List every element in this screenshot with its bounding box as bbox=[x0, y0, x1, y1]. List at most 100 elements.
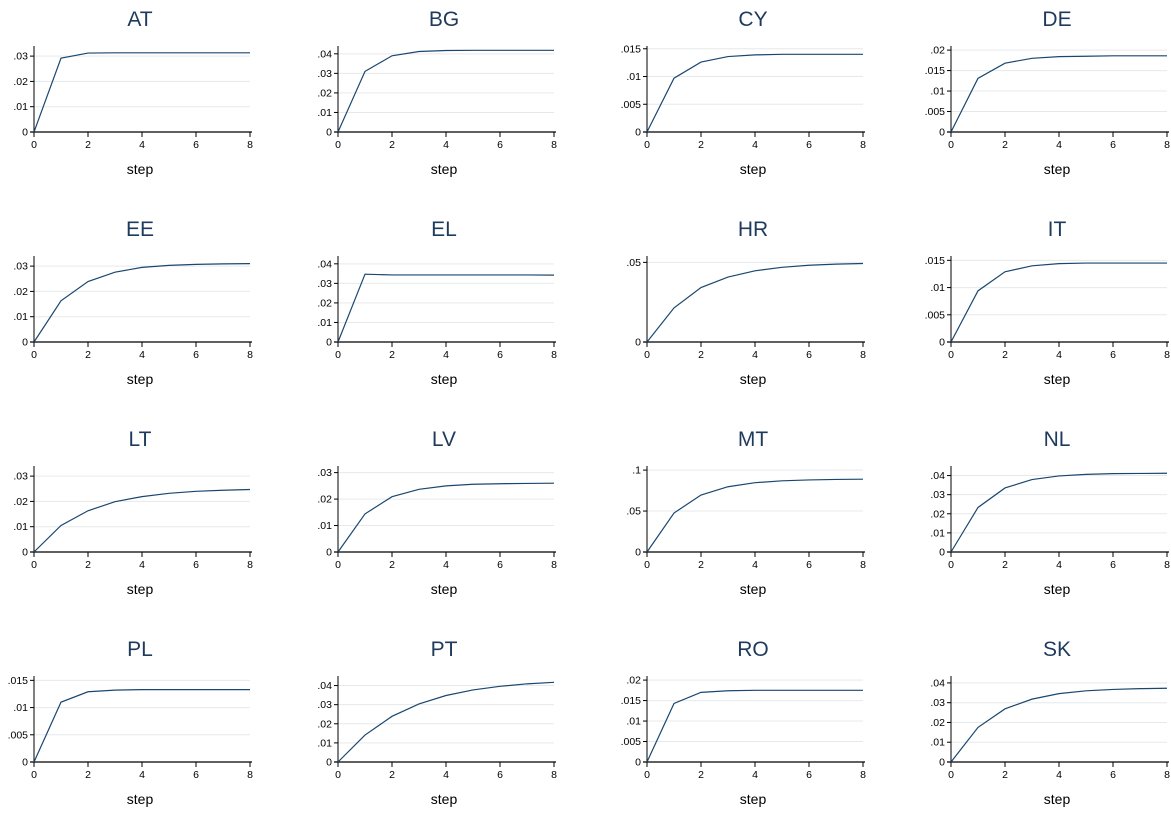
series-line bbox=[33, 488, 251, 553]
chart-title: BG bbox=[429, 8, 459, 31]
y-tick-label: .04 bbox=[930, 470, 945, 482]
x-tick-label: 6 bbox=[497, 349, 503, 361]
x-axis-label: step bbox=[1044, 581, 1071, 597]
y-tick-label: .015 bbox=[8, 675, 29, 687]
x-tick-label: 0 bbox=[335, 349, 341, 361]
y-tick-label: .03 bbox=[317, 467, 332, 479]
chart-panel-hr: HR 0 .05 0 2 4 6 8 step bbox=[613, 210, 903, 410]
x-tick-label: 8 bbox=[1164, 769, 1170, 781]
x-tick-label: 2 bbox=[85, 769, 91, 781]
x-axis-label: step bbox=[740, 161, 767, 177]
chart-title: DE bbox=[1042, 8, 1071, 31]
chart-title: IT bbox=[1048, 218, 1067, 241]
chart-svg: PT 0 .01 .02 .03 .04 0 2 4 6 8 step bbox=[317, 638, 557, 807]
chart-title: HR bbox=[738, 218, 768, 241]
y-tick-label: 0 bbox=[635, 127, 641, 139]
chart-svg: EE 0 .01 .02 .03 0 2 4 6 8 step bbox=[13, 218, 253, 387]
chart-svg: LT 0 .01 .02 .03 0 2 4 6 8 step bbox=[13, 428, 253, 597]
y-tick-label: .02 bbox=[317, 87, 332, 99]
x-tick-label: 4 bbox=[1056, 769, 1062, 781]
y-tick-label: 0 bbox=[22, 337, 28, 349]
x-tick-label: 0 bbox=[31, 769, 37, 781]
y-tick-label: .03 bbox=[13, 261, 28, 273]
x-tick-label: 6 bbox=[806, 559, 812, 571]
y-tick-label: 0 bbox=[22, 547, 28, 559]
x-tick-label: 4 bbox=[752, 769, 758, 781]
y-tick-label: .01 bbox=[930, 86, 945, 98]
x-axis-label: step bbox=[127, 371, 154, 387]
x-tick-label: 6 bbox=[193, 349, 199, 361]
x-tick-label: 2 bbox=[85, 559, 91, 571]
chart-svg: AT 0 .01 .02 .03 0 2 4 6 8 step bbox=[13, 8, 253, 177]
x-tick-label: 6 bbox=[1110, 139, 1116, 151]
x-tick-label: 4 bbox=[752, 349, 758, 361]
series-line bbox=[646, 53, 863, 133]
x-tick-label: 0 bbox=[644, 769, 650, 781]
x-axis-label: step bbox=[431, 581, 458, 597]
y-tick-label: 0 bbox=[22, 127, 28, 139]
y-tick-label: .02 bbox=[930, 717, 945, 729]
y-tick-label: .02 bbox=[930, 508, 945, 520]
x-axis-label: step bbox=[740, 371, 767, 387]
y-tick-label: .015 bbox=[621, 695, 642, 707]
y-tick-label: .01 bbox=[317, 107, 332, 119]
chart-title: EL bbox=[431, 218, 457, 241]
chart-title: LV bbox=[432, 428, 456, 451]
series-line bbox=[337, 482, 555, 553]
y-tick-label: 0 bbox=[635, 337, 641, 349]
y-tick-label: .01 bbox=[317, 737, 332, 749]
y-tick-label: .02 bbox=[13, 496, 28, 508]
x-tick-label: 0 bbox=[948, 139, 954, 151]
y-tick-label: 0 bbox=[326, 547, 332, 559]
chart-title: SK bbox=[1043, 638, 1071, 661]
chart-title: RO bbox=[737, 638, 769, 661]
y-tick-label: .015 bbox=[925, 255, 946, 267]
chart-panel-it: IT 0 .005 .01 .015 0 2 4 6 8 step bbox=[917, 210, 1171, 410]
y-tick-label: .01 bbox=[626, 716, 641, 728]
y-tick-label: .03 bbox=[317, 68, 332, 80]
x-tick-label: 0 bbox=[948, 559, 954, 571]
chart-svg: BG 0 .01 .02 .03 .04 0 2 4 6 8 step bbox=[317, 8, 557, 177]
chart-panel-pl: PL 0 .005 .01 .015 0 2 4 6 8 step bbox=[0, 630, 290, 830]
x-tick-label: 8 bbox=[860, 349, 866, 361]
x-tick-label: 0 bbox=[31, 349, 37, 361]
x-tick-label: 2 bbox=[389, 559, 395, 571]
x-tick-label: 8 bbox=[551, 349, 557, 361]
y-tick-label: 0 bbox=[939, 547, 945, 559]
x-tick-label: 4 bbox=[443, 559, 449, 571]
x-tick-label: 4 bbox=[443, 349, 449, 361]
y-tick-label: .01 bbox=[930, 737, 945, 749]
chart-svg: CY 0 .005 .01 .015 0 2 4 6 8 step bbox=[621, 8, 867, 177]
series-line bbox=[337, 681, 555, 763]
x-axis-label: step bbox=[1044, 791, 1071, 807]
x-tick-label: 6 bbox=[497, 139, 503, 151]
x-tick-label: 6 bbox=[497, 559, 503, 571]
y-tick-label: .01 bbox=[13, 521, 28, 533]
chart-svg: LV 0 .01 .02 .03 0 2 4 6 8 step bbox=[317, 428, 557, 597]
x-tick-label: 6 bbox=[806, 769, 812, 781]
x-tick-label: 8 bbox=[247, 139, 253, 151]
x-tick-label: 4 bbox=[752, 139, 758, 151]
x-tick-label: 8 bbox=[551, 769, 557, 781]
series-line bbox=[950, 262, 1167, 343]
x-axis-label: step bbox=[127, 581, 154, 597]
chart-panel-at: AT 0 .01 .02 .03 0 2 4 6 8 step bbox=[0, 0, 290, 200]
x-tick-label: 6 bbox=[1110, 769, 1116, 781]
chart-panel-de: DE 0 .005 .01 .015 .02 0 2 4 6 8 step bbox=[917, 0, 1171, 200]
y-tick-label: .03 bbox=[930, 697, 945, 709]
series-line bbox=[337, 49, 554, 133]
y-tick-label: .02 bbox=[626, 675, 641, 687]
x-tick-label: 2 bbox=[698, 559, 704, 571]
y-tick-label: .01 bbox=[13, 311, 28, 323]
x-tick-label: 8 bbox=[860, 769, 866, 781]
x-tick-label: 4 bbox=[443, 769, 449, 781]
series-line bbox=[950, 55, 1167, 133]
x-axis-label: step bbox=[740, 581, 767, 597]
y-tick-label: .02 bbox=[13, 76, 28, 88]
y-tick-label: .005 bbox=[925, 106, 946, 118]
x-tick-label: 6 bbox=[193, 559, 199, 571]
chart-panel-cy: CY 0 .005 .01 .015 0 2 4 6 8 step bbox=[613, 0, 903, 200]
x-tick-label: 6 bbox=[1110, 349, 1116, 361]
x-tick-label: 2 bbox=[85, 349, 91, 361]
chart-svg: MT 0 .05 .1 0 2 4 6 8 step bbox=[626, 428, 866, 597]
